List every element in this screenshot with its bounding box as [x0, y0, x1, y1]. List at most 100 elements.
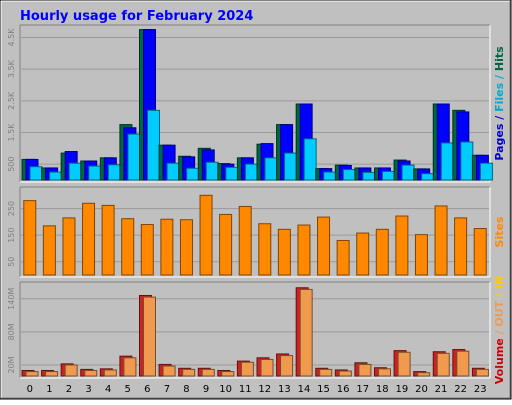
bar-out-12	[260, 358, 274, 377]
x-tick-label: 20	[415, 384, 428, 395]
bar-files-3	[88, 165, 102, 181]
y-tick-label: 2.5K	[7, 91, 16, 110]
bar-files-18	[382, 170, 395, 181]
side-label-part: IN	[493, 276, 506, 289]
x-tick-label: 17	[356, 384, 369, 395]
x-tick-label: 16	[337, 384, 350, 395]
bar-files-23	[479, 162, 493, 181]
y-tick-label: 150	[7, 228, 16, 243]
x-tick-label: 6	[144, 384, 150, 395]
bar-files-7	[166, 162, 180, 181]
panel-pages-files-hits: 500 1.5K 2.5K 3.5K 4.5K Pages / Files / Hits	[7, 24, 506, 183]
bar-sites-22	[454, 217, 468, 276]
bar-sites-19	[395, 215, 409, 276]
x-tick-label: 5	[125, 384, 131, 395]
bar-files-9	[205, 161, 219, 181]
bar-out-9	[201, 368, 215, 377]
x-tick-label: 1	[46, 384, 52, 395]
bar-files-8	[186, 167, 200, 181]
x-tick-label: 13	[278, 384, 291, 395]
bar-out-17	[358, 363, 372, 377]
y-tick-label: 20M	[7, 356, 16, 373]
x-tick-label: 18	[376, 384, 389, 395]
bar-out-8	[182, 368, 196, 377]
side-label-sites: Sites	[493, 216, 506, 247]
bar-files-5	[127, 133, 141, 181]
x-tick-label: 14	[298, 384, 311, 395]
panel-background	[20, 282, 490, 378]
bar-sites-14	[297, 224, 311, 276]
bar-sites-12	[258, 223, 272, 276]
side-label-part: OUT	[493, 300, 506, 326]
y-tick-label: 50	[7, 257, 16, 267]
chart-title: Hourly usage for February 2024	[20, 9, 253, 24]
side-label-part: Files	[493, 82, 506, 112]
side-label-part: Sites	[493, 216, 506, 247]
bar-out-13	[280, 355, 294, 377]
side-label-part: Hits	[493, 46, 506, 71]
bar-sites-17	[356, 232, 370, 276]
y-tick-label: 500	[7, 157, 16, 172]
x-tick-label: 21	[435, 384, 448, 395]
bar-out-23	[475, 368, 489, 377]
bar-files-0	[29, 166, 43, 181]
x-tick-label: 3	[85, 384, 91, 395]
panel-sites: 50 150 250 Sites	[7, 186, 506, 278]
bar-out-7	[162, 365, 176, 377]
bar-files-17	[362, 171, 376, 181]
bar-files-21	[440, 142, 454, 181]
bar-files-14	[303, 138, 317, 181]
side-label-part: /	[493, 112, 506, 124]
y-tick-label: 80M	[7, 323, 16, 340]
x-tick-label: 12	[258, 384, 271, 395]
bar-sites-2	[62, 217, 76, 276]
bar-out-18	[378, 368, 391, 377]
side-label-part: Pages	[493, 123, 506, 161]
bar-sites-5	[121, 218, 135, 276]
bar-files-12	[264, 157, 278, 181]
bar-sites-7	[160, 218, 174, 276]
bar-out-11	[240, 361, 254, 377]
bar-sites-18	[375, 228, 389, 276]
bar-sites-13	[277, 228, 291, 276]
bar-out-15	[319, 368, 333, 377]
x-tick-label: 4	[105, 384, 111, 395]
bar-files-16	[342, 169, 356, 181]
side-label-pages-files-hits: Pages / Files / Hits	[493, 46, 506, 161]
bar-files-15	[323, 171, 337, 181]
bar-files-2	[68, 162, 82, 181]
panel-volume: 20M 80M 140M Volume / OUT / IN	[7, 276, 506, 384]
bar-files-22	[460, 141, 474, 181]
x-tick-label: 9	[203, 384, 209, 395]
bar-out-0	[25, 371, 39, 377]
bar-files-13	[284, 152, 298, 181]
bar-sites-1	[42, 225, 56, 276]
y-tick-label: 4.5K	[7, 28, 16, 47]
x-tick-label: 22	[454, 384, 467, 395]
x-tick-label: 2	[66, 384, 72, 395]
x-tick-label: 23	[474, 384, 487, 395]
bar-sites-6	[140, 224, 154, 276]
bar-sites-23	[473, 228, 487, 276]
bar-out-10	[221, 371, 235, 377]
bar-sites-16	[336, 239, 350, 276]
x-tick-label: 0	[27, 384, 33, 395]
x-tick-label: 11	[239, 384, 252, 395]
bar-out-19	[397, 351, 411, 377]
bar-out-2	[64, 364, 78, 377]
bar-sites-15	[317, 216, 331, 276]
bar-files-20	[421, 173, 435, 181]
bar-sites-21	[434, 205, 448, 276]
y-tick-label: 250	[7, 201, 16, 216]
x-tick-label: 19	[396, 384, 409, 395]
bar-out-21	[436, 352, 450, 377]
side-label-volume: Volume / OUT / IN	[493, 276, 506, 384]
bar-out-20	[417, 372, 431, 377]
bar-files-4	[107, 164, 121, 181]
x-tick-label: 7	[164, 384, 170, 395]
bar-sites-0	[23, 200, 37, 276]
y-tick-label: 140M	[7, 288, 16, 310]
